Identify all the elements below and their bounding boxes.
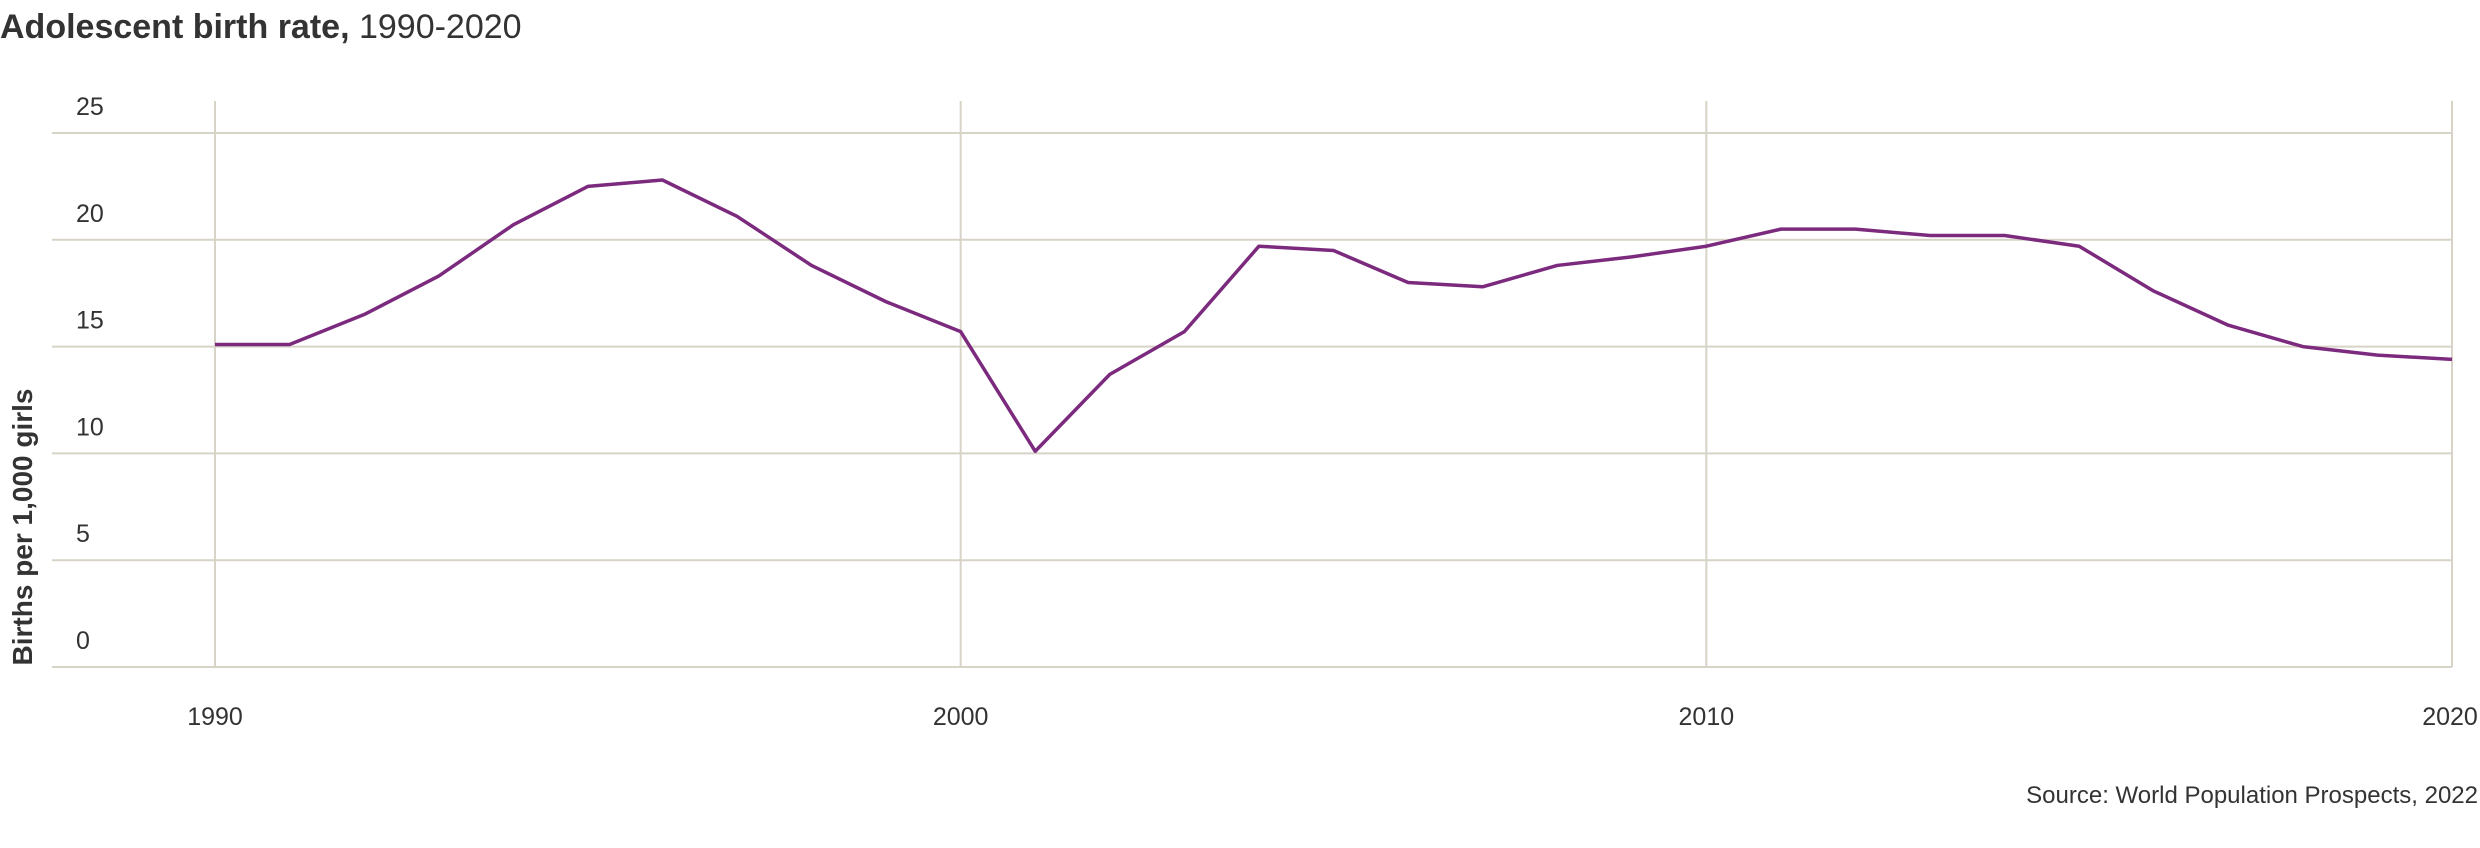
y-axis-label: Births per 1,000 girls — [7, 388, 38, 665]
x-tick-label: 2000 — [933, 703, 989, 731]
data-line — [215, 178, 2453, 454]
x-tick-label: 2020 — [2422, 703, 2478, 731]
x-tick-label: 1990 — [187, 703, 243, 731]
y-tick-label: 5 — [76, 520, 90, 548]
y-tick-label: 20 — [76, 200, 104, 228]
chart-title: Adolescent birth rate, 1990-2020 — [0, 8, 522, 46]
title: Adolescent birth rate, — [0, 8, 350, 46]
y-tick-label: 10 — [76, 413, 104, 441]
source: Source: World Population Prospects, 2022 — [2026, 782, 2478, 809]
y-tick-label: 15 — [76, 307, 104, 335]
x-tick-label: 2010 — [1679, 703, 1735, 731]
y-tick-label: 0 — [76, 627, 90, 655]
y-tick-label: 25 — [76, 93, 104, 121]
subtitle: 1990-2020 — [359, 8, 522, 46]
